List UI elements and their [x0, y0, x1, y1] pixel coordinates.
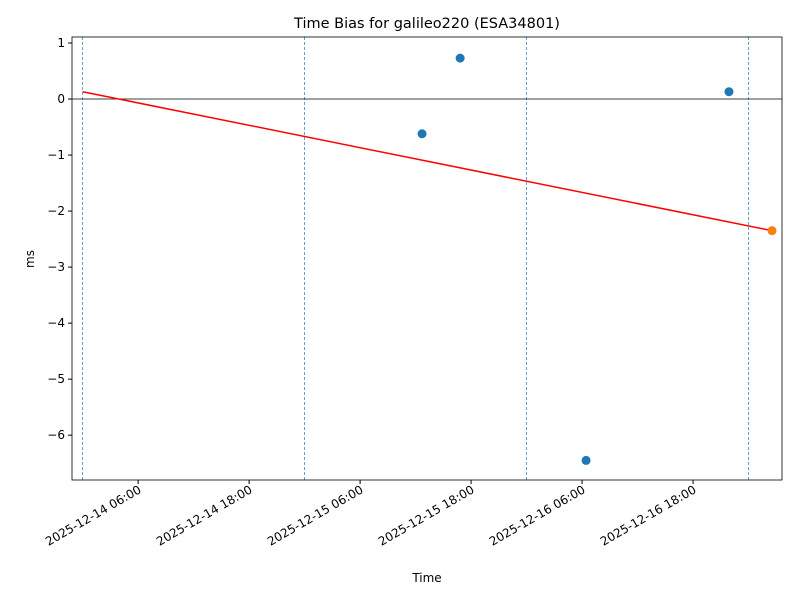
point: [767, 226, 777, 236]
point: [581, 455, 591, 465]
point: [724, 87, 734, 97]
y-tick-label: −1: [47, 148, 65, 162]
y-tick-label: −2: [47, 204, 65, 218]
y-axis-label: ms: [23, 250, 37, 268]
point: [455, 53, 465, 63]
point: [417, 129, 427, 139]
plot-frame: [71, 36, 783, 481]
chart-title: Time Bias for galileo220 (ESA34801): [293, 16, 560, 32]
x-axis-label: Time: [411, 571, 441, 585]
y-tick-label: 0: [57, 92, 65, 106]
y-tick-label: −4: [47, 316, 65, 330]
y-tick-label: −6: [47, 428, 65, 442]
y-tick-label: −5: [47, 372, 65, 386]
y-tick-label: 1: [57, 36, 65, 50]
trend-line: [82, 91, 773, 232]
y-tick-label: −3: [47, 260, 65, 274]
